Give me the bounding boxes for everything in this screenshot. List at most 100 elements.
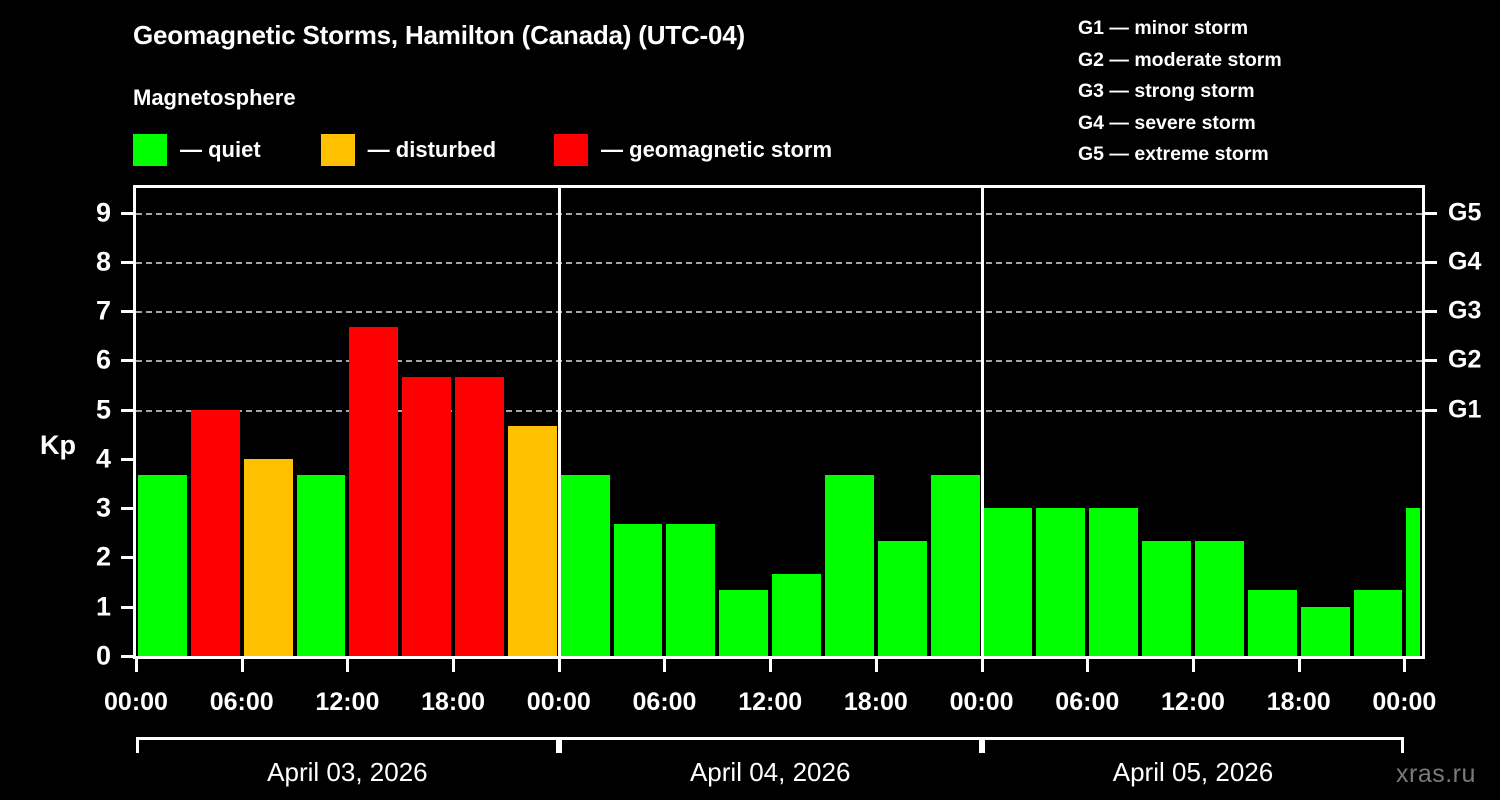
g-legend-line-4: G4 — severe storm bbox=[1078, 111, 1256, 134]
x-tick-mark-8 bbox=[980, 659, 984, 672]
legend-label-geomagnetic-storm: — geomagnetic storm bbox=[601, 137, 833, 162]
x-tick-label-4: 00:00 bbox=[526, 688, 591, 716]
y-tick-label-9: 9 bbox=[95, 197, 111, 228]
x-tick-label-1: 06:00 bbox=[209, 688, 274, 716]
g-tick-mark-G1 bbox=[1425, 408, 1437, 412]
legend-swatch-disturbed bbox=[320, 134, 355, 166]
y-axis-label: Kp bbox=[40, 430, 76, 460]
legend-item-geomagnetic-storm: — geomagnetic storm bbox=[554, 133, 832, 167]
bar bbox=[243, 458, 293, 656]
y-tick-mark-6 bbox=[121, 359, 133, 363]
g-scale-legend: G1 — minor storm G2 — moderate storm G3 — … bbox=[1078, 13, 1282, 171]
date-label-1: April 03, 2026 bbox=[267, 757, 428, 787]
x-tick-label-11: 18:00 bbox=[1266, 688, 1331, 716]
x-tick-mark-12 bbox=[1403, 659, 1407, 672]
y-tick-mark-1 bbox=[121, 605, 133, 609]
bar bbox=[825, 475, 874, 656]
g-tick-mark-G4 bbox=[1425, 260, 1437, 264]
bar bbox=[1247, 590, 1297, 656]
x-axis-line bbox=[133, 656, 1425, 659]
x-tick-mark-1 bbox=[240, 659, 244, 672]
x-tick-mark-0 bbox=[135, 659, 138, 672]
legend-label-quiet: — quiet bbox=[180, 137, 261, 162]
y-tick-label-6: 6 bbox=[95, 344, 111, 375]
bar bbox=[190, 409, 240, 656]
chart-subtitle: Magnetosphere bbox=[133, 85, 296, 110]
y-tick-label-7: 7 bbox=[95, 295, 111, 326]
g-tick-mark-G5 bbox=[1425, 211, 1437, 215]
bar bbox=[1089, 508, 1139, 656]
x-tick-mark-4 bbox=[557, 659, 561, 672]
bar bbox=[1194, 541, 1244, 656]
g-legend-line-5: G5 — extreme storm bbox=[1078, 143, 1269, 166]
gridline-kp-8 bbox=[136, 261, 1422, 264]
y-tick-mark-8 bbox=[121, 260, 133, 264]
y-tick-mark-7 bbox=[121, 310, 133, 314]
x-tick-label-10: 12:00 bbox=[1161, 688, 1225, 716]
watermark: xras.ru bbox=[1396, 760, 1476, 788]
y-tick-label-3: 3 bbox=[95, 492, 111, 523]
date-label-3: April 05, 2026 bbox=[1112, 757, 1274, 787]
x-tick-label-0: 00:00 bbox=[104, 688, 168, 716]
bar bbox=[349, 327, 399, 656]
x-tick-label-3: 18:00 bbox=[421, 688, 486, 716]
y-tick-mark-9 bbox=[121, 211, 133, 215]
bar bbox=[877, 541, 927, 656]
plot-area bbox=[136, 188, 1422, 656]
bar bbox=[1353, 590, 1403, 656]
y-tick-mark-3 bbox=[121, 507, 133, 511]
g-legend-line-3: G3 — strong storm bbox=[1078, 80, 1255, 103]
y-tick-label-4: 4 bbox=[95, 443, 111, 474]
date-label-2: April 04, 2026 bbox=[689, 757, 851, 787]
date-bracket-2 bbox=[558, 737, 982, 753]
x-tick-label-2: 12:00 bbox=[315, 688, 380, 716]
bar bbox=[772, 573, 822, 656]
x-tick-label-6: 12:00 bbox=[738, 688, 803, 716]
y-tick-label-1: 1 bbox=[95, 591, 111, 622]
bar bbox=[930, 475, 980, 656]
g-tick-label-G5: G5 bbox=[1448, 198, 1482, 227]
bar bbox=[1406, 508, 1420, 656]
g-tick-label-G3: G3 bbox=[1448, 296, 1482, 325]
x-tick-mark-11 bbox=[1297, 659, 1301, 672]
x-tick-mark-6 bbox=[769, 659, 773, 672]
x-tick-mark-10 bbox=[1191, 659, 1195, 672]
y-tick-mark-4 bbox=[121, 457, 133, 461]
x-tick-mark-3 bbox=[452, 659, 456, 672]
x-tick-label-5: 06:00 bbox=[632, 688, 697, 716]
legend-item-quiet: — quiet bbox=[133, 133, 261, 167]
bar bbox=[138, 475, 187, 656]
page-title: Geomagnetic Storms, Hamilton (Canada) (U… bbox=[133, 20, 745, 50]
bar bbox=[560, 475, 610, 656]
y-tick-mark-0 bbox=[121, 655, 133, 658]
bar bbox=[1142, 541, 1191, 656]
color-legend: — quiet — disturbed — geomagnetic storm bbox=[133, 133, 832, 167]
gridline-kp-9 bbox=[136, 212, 1422, 215]
x-tick-label-12: 00:00 bbox=[1372, 688, 1437, 716]
bar bbox=[719, 590, 769, 656]
gridline-kp-7 bbox=[136, 311, 1422, 314]
bar-series bbox=[136, 188, 1422, 656]
g-legend-line-2: G2 — moderate storm bbox=[1078, 48, 1282, 71]
x-tick-label-7: 18:00 bbox=[843, 688, 908, 716]
g-legend-line-1: G1 — minor storm bbox=[1078, 17, 1249, 39]
bar bbox=[613, 524, 663, 656]
day-divider-1 bbox=[557, 188, 561, 656]
bar bbox=[402, 376, 452, 656]
x-tick-mark-2 bbox=[346, 659, 350, 672]
legend-swatch-quiet bbox=[133, 134, 167, 166]
y-tick-label-8: 8 bbox=[95, 246, 111, 277]
date-bracket-1 bbox=[136, 737, 559, 753]
legend-item-disturbed: — disturbed bbox=[320, 133, 497, 167]
y-tick-mark-2 bbox=[121, 556, 133, 560]
gridline-kp-5 bbox=[136, 409, 1422, 412]
x-tick-label-8: 00:00 bbox=[949, 688, 1014, 716]
y-tick-label-5: 5 bbox=[95, 394, 111, 425]
g-tick-label-G1: G1 bbox=[1448, 395, 1482, 424]
x-tick-mark-7 bbox=[874, 659, 878, 672]
y-tick-mark-5 bbox=[121, 408, 133, 412]
bar bbox=[455, 376, 504, 656]
legend-label-disturbed: — disturbed bbox=[367, 137, 497, 162]
g-tick-label-G4: G4 bbox=[1448, 247, 1482, 276]
